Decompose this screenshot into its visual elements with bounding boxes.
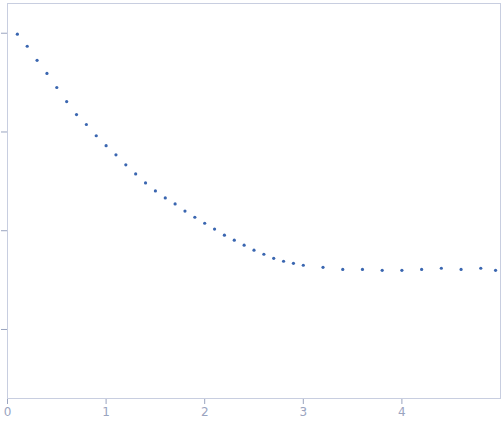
svg-text:4: 4 xyxy=(398,405,406,419)
svg-text:0: 0 xyxy=(4,405,12,419)
svg-text:2: 2 xyxy=(201,405,209,419)
svg-text:1: 1 xyxy=(102,405,110,419)
svg-text:3: 3 xyxy=(299,405,307,419)
